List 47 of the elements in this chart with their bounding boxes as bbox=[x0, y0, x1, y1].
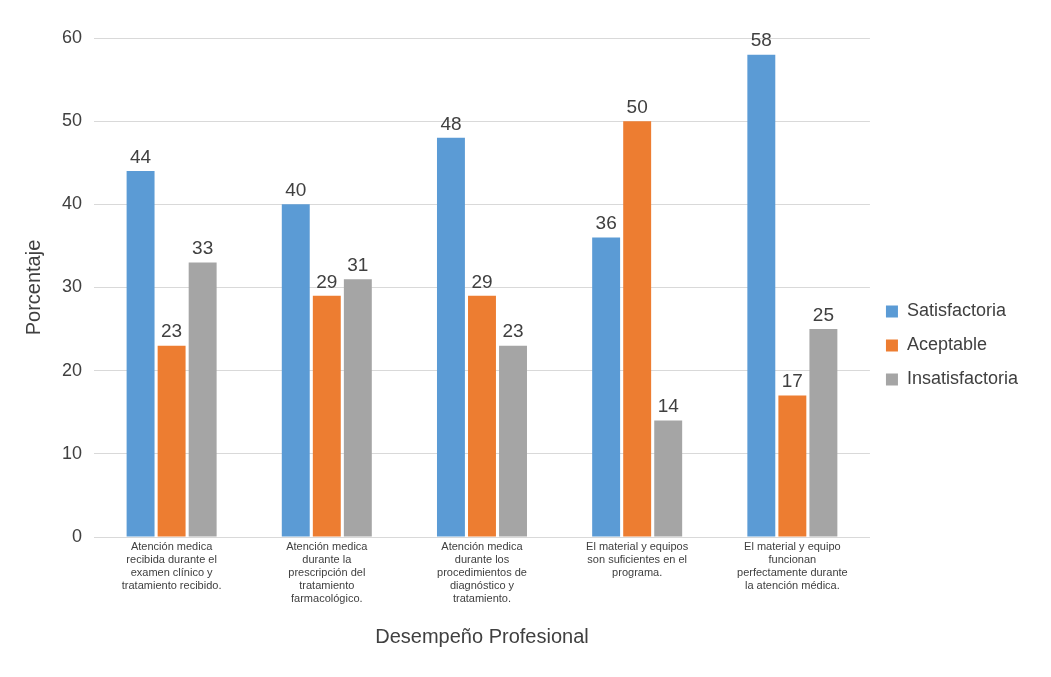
x-tick-label: El material y equipos son suficientes en el programa. bbox=[586, 539, 689, 579]
bar bbox=[809, 329, 838, 537]
legend-label: Aceptable bbox=[906, 334, 988, 355]
data-label: 48 bbox=[440, 112, 462, 134]
bar bbox=[747, 54, 776, 537]
bar bbox=[436, 137, 465, 537]
data-label: 23 bbox=[161, 320, 183, 342]
bar bbox=[343, 279, 372, 537]
data-label: 25 bbox=[812, 303, 834, 325]
data-label: 33 bbox=[192, 237, 214, 259]
bar bbox=[281, 204, 310, 537]
x-axis-title: Desempeño Profesional bbox=[375, 624, 589, 647]
data-label: 36 bbox=[595, 212, 617, 234]
bar bbox=[188, 262, 217, 537]
data-label: 58 bbox=[750, 29, 772, 51]
x-tick-label: El material y equipo funcionan perfectamente durante la atención médica. bbox=[737, 539, 848, 592]
y-tick-label: 60 bbox=[61, 26, 83, 47]
y-tick-label: 50 bbox=[61, 110, 83, 131]
data-label: 29 bbox=[316, 270, 338, 292]
y-tick-label: 40 bbox=[61, 193, 83, 214]
bar bbox=[592, 237, 621, 537]
data-label: 40 bbox=[285, 179, 307, 201]
data-label: 31 bbox=[347, 253, 369, 275]
bar bbox=[623, 121, 652, 537]
bar bbox=[499, 345, 527, 537]
data-label: 23 bbox=[502, 320, 524, 342]
data-label: 29 bbox=[471, 270, 493, 292]
legend-label: Insatisfactoria bbox=[906, 368, 1019, 389]
y-tick-label: 30 bbox=[61, 276, 83, 297]
bar bbox=[468, 295, 496, 537]
y-tick-label: 10 bbox=[61, 442, 83, 463]
data-label: 14 bbox=[657, 395, 680, 417]
y-axis-title: Porcentaje bbox=[21, 239, 44, 336]
data-label: 44 bbox=[130, 145, 152, 167]
x-tick-label: Atención medica recibida durante el examen clínico y tratamiento recibido. bbox=[121, 539, 222, 592]
data-label: 50 bbox=[626, 95, 648, 117]
bar bbox=[654, 420, 683, 537]
data-label: 17 bbox=[781, 370, 803, 392]
x-tick-label: Atención medica durante los procedimientos de diagnóstico y tratamiento. bbox=[437, 539, 527, 605]
bar bbox=[312, 295, 341, 537]
bar bbox=[126, 171, 155, 537]
y-tick-label: 20 bbox=[61, 359, 83, 380]
bar bbox=[778, 395, 807, 537]
legend-label: Satisfactoria bbox=[906, 300, 1007, 321]
x-tick-label: Atención medica durante la prescripción del tratamiento farmacológico. bbox=[286, 539, 369, 605]
bar bbox=[157, 345, 186, 537]
y-tick-label: 0 bbox=[72, 525, 83, 546]
